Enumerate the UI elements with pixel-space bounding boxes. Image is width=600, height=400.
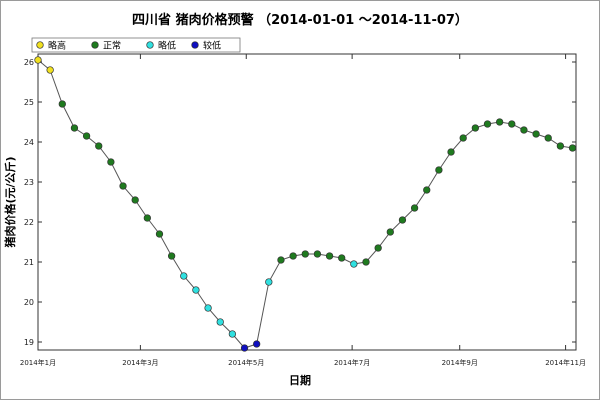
data-point-lower — [240, 344, 249, 352]
chart-title: 四川省 猪肉价格预警 （2014-01-01 ～2014-11-07） — [132, 12, 468, 28]
data-point-normal — [459, 134, 467, 142]
data-point-normal — [423, 186, 431, 194]
data-point-normal — [362, 258, 370, 266]
data-point-low — [192, 286, 200, 294]
y-tick-label: 22 — [24, 218, 34, 227]
y-tick-label: 25 — [24, 98, 34, 107]
data-point-normal — [508, 120, 516, 128]
y-axis: 19 20 21 22 23 24 25 26 — [24, 58, 576, 347]
y-tick-label: 21 — [24, 258, 34, 267]
data-point-normal — [301, 250, 309, 258]
data-point-normal — [520, 126, 528, 134]
y-axis-label: 猪肉价格(元/公斤) — [3, 156, 17, 248]
x-tick-label: 2014年9月 — [442, 358, 478, 367]
legend-marker-low — [146, 41, 154, 49]
legend-marker-high — [36, 41, 44, 49]
x-axis: 2014年1月 2014年3月 2014年5月 2014年7月 2014年9月 2014年… — [20, 54, 586, 367]
data-point-normal — [82, 132, 91, 140]
data-point-normal — [143, 214, 151, 222]
data-point-normal — [119, 182, 127, 190]
data-point-normal — [58, 100, 66, 108]
data-point-low — [228, 330, 237, 338]
data-point-normal — [398, 216, 407, 224]
data-point-high — [46, 66, 54, 74]
data-point-normal — [532, 130, 540, 138]
data-point-low — [350, 260, 358, 268]
data-point-normal — [338, 254, 346, 262]
data-point-normal — [471, 124, 479, 132]
x-tick-label: 2014年1月 — [20, 358, 56, 367]
data-point-normal — [155, 230, 164, 238]
data-point-high — [34, 56, 42, 64]
data-point-normal — [435, 166, 443, 174]
plot-area — [37, 53, 577, 351]
y-tick-label: 19 — [24, 338, 34, 347]
data-point-normal — [410, 204, 419, 212]
data-point-lower — [253, 340, 261, 348]
data-point-normal — [70, 124, 79, 132]
data-point-normal — [556, 142, 565, 150]
y-tick-label: 20 — [24, 298, 34, 307]
y-tick-label: 23 — [24, 178, 34, 187]
data-point-low — [216, 318, 224, 326]
data-point-normal — [313, 250, 322, 258]
data-point-normal — [483, 120, 492, 128]
data-point-low — [265, 278, 273, 286]
data-point-normal — [386, 228, 394, 236]
data-point-normal — [544, 134, 552, 142]
data-point-normal — [277, 256, 285, 264]
x-tick-label: 2014年7月 — [334, 358, 370, 367]
legend-label-low: 略低 — [158, 40, 176, 52]
x-tick-label: 2014年11月 — [545, 358, 586, 367]
x-tick-label: 2014年3月 — [122, 358, 158, 367]
price-line — [37, 59, 573, 349]
legend: 略高 正常 略低 较低 — [31, 37, 241, 53]
price-markers — [34, 56, 577, 352]
legend-marker-normal — [91, 41, 99, 49]
data-point-normal — [374, 244, 382, 252]
y-tick-label: 24 — [24, 138, 34, 147]
x-tick-label: 2014年5月 — [228, 358, 264, 367]
data-point-normal — [568, 144, 577, 152]
data-point-normal — [107, 158, 115, 166]
data-point-normal — [131, 196, 139, 204]
legend-label-high: 略高 — [48, 40, 66, 52]
data-point-normal — [95, 142, 103, 150]
y-tick-label: 26 — [24, 58, 34, 67]
data-point-normal — [167, 252, 176, 260]
legend-box — [31, 37, 241, 53]
data-point-normal — [289, 252, 297, 260]
legend-marker-lower — [191, 41, 199, 49]
x-axis-label: 日期 — [289, 373, 311, 387]
data-point-normal — [447, 148, 455, 156]
legend-label-normal: 正常 — [103, 40, 121, 52]
data-point-low — [204, 304, 212, 312]
data-point-low — [180, 272, 188, 280]
data-point-normal — [325, 252, 334, 260]
data-point-normal — [495, 118, 504, 126]
legend-label-lower: 较低 — [203, 40, 221, 52]
